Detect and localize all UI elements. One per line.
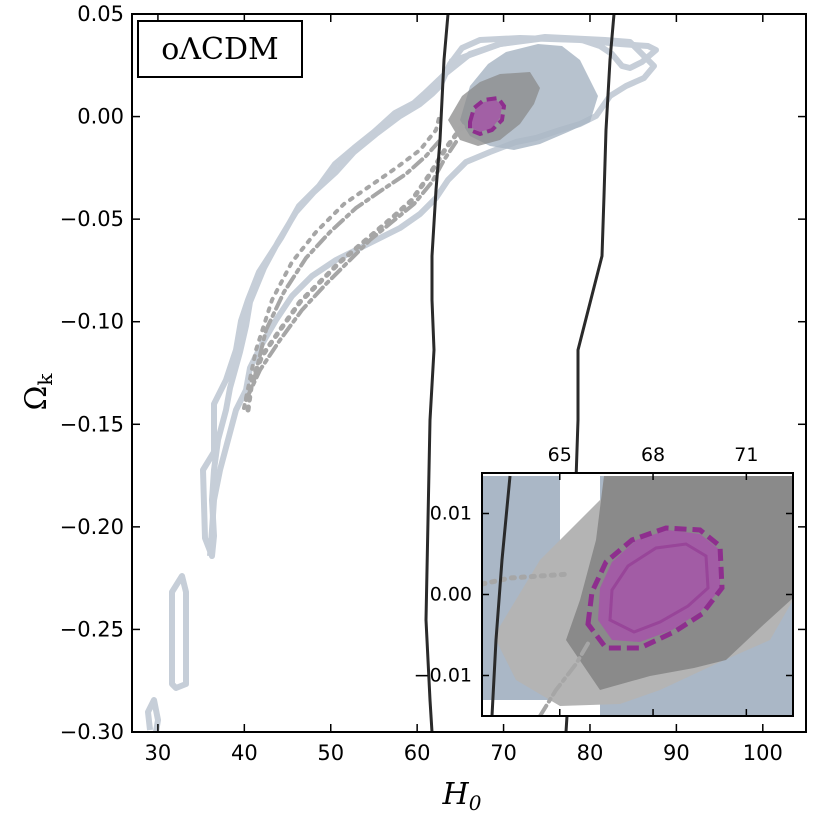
y-tick-label: 0.05 xyxy=(77,2,124,26)
inset-plot: 65 68 71 0.01 0.00 −0.01 xyxy=(414,444,794,717)
x-tick-label: 30 xyxy=(145,741,172,765)
x-axis-label: H0 xyxy=(442,777,482,814)
purple-contour-line xyxy=(468,95,507,137)
y-tick-label: −0.05 xyxy=(60,207,124,231)
inset-dotted-2 xyxy=(538,638,592,716)
x-tick-label: 60 xyxy=(404,741,431,765)
inset-y-axis-ticks: 0.01 0.00 −0.01 xyxy=(414,503,793,687)
inset-y-tick-label: −0.01 xyxy=(414,665,472,687)
x-tick-label: 40 xyxy=(231,741,258,765)
black-line-left xyxy=(424,14,450,732)
inset-plot-area xyxy=(482,475,793,716)
dotted-inner-contour-2 xyxy=(244,140,458,402)
y-tick-label: −0.10 xyxy=(60,310,124,334)
inset-y-tick-label: 0.01 xyxy=(430,503,472,525)
inset-x-axis-ticks: 65 68 71 xyxy=(548,444,758,716)
outer-contour-tip xyxy=(145,697,161,732)
inset-purple-inner xyxy=(608,542,710,634)
inset-y-tick-label: 0.00 xyxy=(430,584,472,606)
inset-x-tick-label: 71 xyxy=(734,444,758,466)
y-tick-label: 0.00 xyxy=(77,105,124,129)
legend-box xyxy=(137,20,303,78)
dotted-inner-contour-4 xyxy=(252,136,444,382)
inset-black-line xyxy=(490,475,512,716)
inset-x-tick-label: 65 xyxy=(548,444,572,466)
legend: oΛCDM xyxy=(137,20,303,78)
x-tick-label: 100 xyxy=(743,741,783,765)
x-tick-label: 50 xyxy=(317,741,344,765)
outer-contour-small xyxy=(169,573,189,691)
x-tick-label: 70 xyxy=(490,741,517,765)
outer-contour-band xyxy=(200,35,659,559)
y-tick-label: −0.15 xyxy=(60,412,124,436)
x-tick-label: 90 xyxy=(663,741,690,765)
y-axis-ticks: 0.05 0.00 −0.05 −0.10 −0.15 −0.20 −0.25 −0.30 xyxy=(60,2,806,744)
y-tick-label: −0.25 xyxy=(60,617,124,641)
x-tick-label: 80 xyxy=(577,741,604,765)
inset-purple-dashed xyxy=(585,525,725,651)
purple-filled-region xyxy=(472,100,502,132)
dotted-inner-contour-1 xyxy=(245,119,469,413)
inset-purple-filled xyxy=(598,530,720,642)
inset-dotted-1 xyxy=(482,571,573,587)
x-axis-ticks: 30 40 50 60 70 80 90 100 xyxy=(145,14,783,765)
dotted-inner-contour-3 xyxy=(242,112,442,410)
inset-x-tick-label: 68 xyxy=(641,444,665,466)
main-axes-frame xyxy=(131,13,807,733)
y-axis-label: Ωk xyxy=(19,373,57,411)
main-plot-area xyxy=(145,14,659,732)
y-tick-label: −0.20 xyxy=(60,515,124,539)
legend-label: oΛCDM xyxy=(161,32,278,67)
y-tick-label: −0.30 xyxy=(60,720,124,744)
